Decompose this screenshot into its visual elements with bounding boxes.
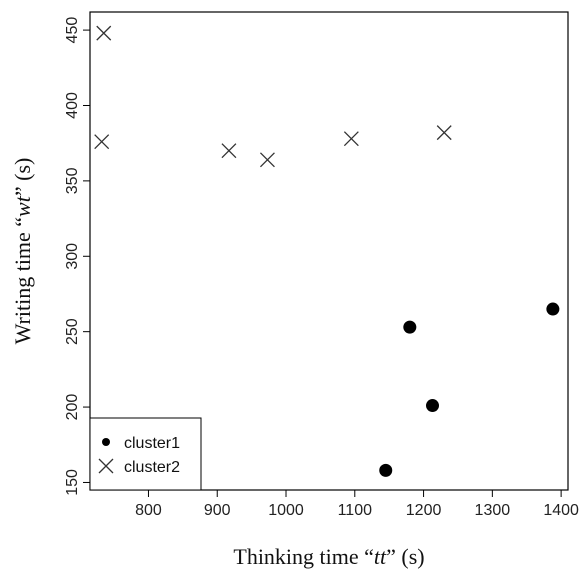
x-tick-label: 1100 <box>338 502 373 519</box>
x-axis-title-prefix: Thinking time “ <box>233 544 374 569</box>
legend-label-cluster1: cluster1 <box>124 435 180 452</box>
x-axis-title-suffix: ” (s) <box>386 544 424 569</box>
y-tick-label: 350 <box>64 167 81 194</box>
y-tick-label: 150 <box>64 469 81 496</box>
y-tick-label: 200 <box>64 394 81 421</box>
x-tick-label: 1400 <box>543 502 579 519</box>
y-axis-title-variable: wt <box>10 195 35 217</box>
cluster1-point <box>546 302 560 316</box>
legend-marker-cluster1 <box>102 438 110 446</box>
y-axis-title-suffix: ” (s) <box>10 158 35 196</box>
cluster2-point <box>436 125 452 141</box>
cluster1-point <box>426 399 440 413</box>
y-tick-label: 250 <box>64 318 81 345</box>
cluster1-point <box>379 463 393 477</box>
legend-label-cluster2: cluster2 <box>124 459 180 476</box>
y-axis-title-prefix: Writing time “ <box>10 217 35 344</box>
cluster2-point <box>259 152 275 168</box>
y-axis: 150 200 250 300 350 400 450 <box>64 17 91 496</box>
y-tick-label: 400 <box>64 92 81 119</box>
x-axis-title-variable: tt <box>374 544 387 569</box>
x-tick-label: 1200 <box>406 502 442 519</box>
x-axis: 800 900 1000 1100 1200 1300 1400 <box>135 489 579 519</box>
cluster2-point <box>96 25 112 41</box>
x-tick-label: 1000 <box>268 502 304 519</box>
x-tick-label: 1300 <box>475 502 511 519</box>
cluster1-point <box>403 320 417 334</box>
y-tick-label: 450 <box>64 17 81 44</box>
legend-box <box>89 417 202 491</box>
plot-marks <box>94 25 560 477</box>
y-axis-title: Writing time “wt” (s) <box>10 158 35 345</box>
cluster2-point <box>94 134 110 150</box>
y-tick-label: 300 <box>64 243 81 270</box>
legend: cluster1 cluster2 <box>89 417 202 491</box>
legend-marker-cluster2 <box>98 458 114 474</box>
x-tick-label: 900 <box>204 502 231 519</box>
x-axis-title: Thinking time “tt” (s) <box>233 544 424 569</box>
x-tick-label: 800 <box>135 502 162 519</box>
cluster2-point <box>221 143 237 159</box>
cluster2-point <box>343 131 359 147</box>
